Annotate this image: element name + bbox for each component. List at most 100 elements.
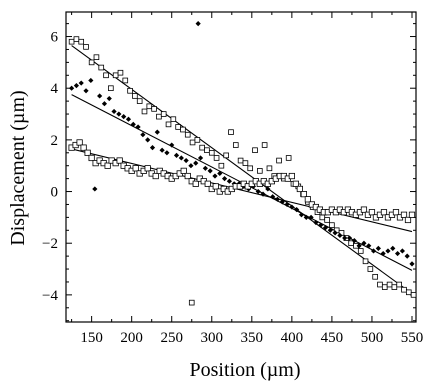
data-point <box>98 64 105 71</box>
data-point <box>324 217 330 223</box>
data-point <box>351 238 357 244</box>
data-point <box>188 299 195 306</box>
data-point <box>159 147 165 153</box>
data-point <box>149 145 156 151</box>
data-point <box>175 124 181 130</box>
data-point <box>111 108 117 115</box>
data-point <box>342 235 348 241</box>
data-point <box>199 144 205 151</box>
data-point <box>279 199 285 205</box>
data-point <box>396 281 402 288</box>
data-point <box>144 165 151 172</box>
series-3 <box>68 139 416 224</box>
data-point <box>192 180 199 187</box>
data-point <box>140 132 146 138</box>
x-tick-label: 550 <box>401 330 424 346</box>
data-point <box>375 245 381 251</box>
data-point <box>247 165 254 172</box>
y-tick-label: 0 <box>51 185 59 201</box>
data-point <box>88 77 94 84</box>
data-point <box>356 243 362 249</box>
x-tick-label: 500 <box>361 330 384 346</box>
x-tick-label: 350 <box>241 330 264 346</box>
data-point <box>160 111 167 117</box>
data-point <box>394 250 401 257</box>
data-point <box>381 284 388 290</box>
data-point <box>296 185 303 193</box>
data-point <box>108 85 114 92</box>
x-tick-label: 300 <box>201 330 224 346</box>
data-point <box>183 157 189 164</box>
data-point <box>121 114 127 120</box>
plot-frame <box>65 11 417 323</box>
data-point <box>154 129 160 135</box>
data-point <box>410 292 417 298</box>
data-point <box>300 191 307 198</box>
data-point <box>265 186 271 192</box>
data-point <box>319 214 326 221</box>
data-point <box>146 103 153 110</box>
data-point <box>270 194 276 200</box>
data-point <box>217 170 223 177</box>
data-point <box>380 209 388 216</box>
data-point <box>88 59 95 66</box>
data-point <box>357 248 364 254</box>
data-point <box>242 160 249 166</box>
y-tick-label: −4 <box>42 288 58 304</box>
data-point <box>400 211 408 218</box>
data-point <box>68 38 75 45</box>
data-point <box>218 162 225 169</box>
data-point <box>370 248 377 254</box>
data-point <box>255 188 261 195</box>
series-1 <box>68 36 417 306</box>
data-point <box>399 248 405 254</box>
data-point <box>173 152 180 158</box>
data-point <box>377 281 383 288</box>
data-point <box>288 172 295 180</box>
data-point <box>260 191 266 197</box>
data-point <box>266 165 273 172</box>
data-point <box>372 273 378 280</box>
data-point <box>318 222 324 228</box>
x-tick-label: 200 <box>120 330 143 346</box>
data-point <box>193 160 199 166</box>
data-point <box>117 69 124 76</box>
x-tick-label: 150 <box>80 330 103 346</box>
data-point <box>184 172 191 180</box>
data-point <box>392 209 400 216</box>
data-point <box>380 250 386 257</box>
data-point <box>221 176 228 182</box>
data-point <box>97 93 103 99</box>
data-point <box>69 85 75 91</box>
data-point <box>390 245 396 251</box>
data-point <box>189 139 196 146</box>
data-point <box>76 139 83 146</box>
data-point <box>156 113 162 120</box>
data-point <box>298 212 305 218</box>
data-point <box>289 204 295 210</box>
series-2 <box>69 21 415 267</box>
data-point <box>180 126 186 133</box>
data-point <box>78 80 84 86</box>
data-point <box>170 116 177 123</box>
data-point <box>125 116 132 122</box>
data-point <box>164 150 170 156</box>
data-point <box>78 38 85 45</box>
data-point <box>237 157 244 164</box>
data-point <box>103 72 109 79</box>
data-point <box>202 165 208 171</box>
x-tick-label: 400 <box>281 330 304 346</box>
data-point <box>346 235 353 241</box>
data-point <box>84 149 91 156</box>
data-point <box>232 142 239 148</box>
data-point <box>132 165 139 172</box>
data-point <box>304 196 311 203</box>
data-point <box>188 163 194 169</box>
axis-tick-labels: 150 200 250 300 350 400 450 500 550 −4 −2 0 2 4 6 <box>42 30 423 346</box>
data-point <box>303 214 309 220</box>
data-point <box>212 183 219 190</box>
data-point <box>151 106 157 112</box>
data-point <box>213 155 220 161</box>
data-point <box>367 266 374 272</box>
data-point <box>361 240 367 246</box>
